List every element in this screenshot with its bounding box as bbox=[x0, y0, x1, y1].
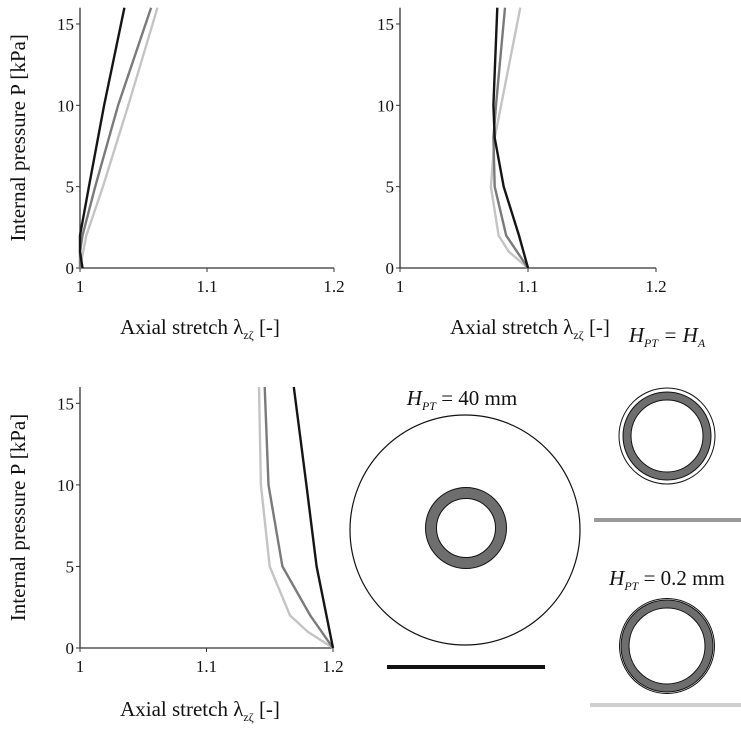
x-axis-label-part: zζ bbox=[243, 710, 253, 724]
x-tick-label: 1.1 bbox=[196, 657, 217, 676]
diagram-label: HPT = 40 mm bbox=[406, 386, 517, 413]
diagram-label-part: = H bbox=[658, 323, 700, 347]
x-tick-label: 1.2 bbox=[323, 277, 344, 296]
curve bbox=[78, 7, 159, 269]
curve bbox=[292, 386, 335, 649]
curve bbox=[263, 386, 334, 649]
curve bbox=[492, 7, 530, 269]
y-tick-label: 0 bbox=[66, 259, 75, 278]
diagram-large bbox=[349, 414, 581, 669]
x-axis-label-part: [-] bbox=[254, 697, 280, 721]
y-axis-label: Internal pressure P [kPa] bbox=[6, 414, 30, 621]
y-axis-label: Internal pressure P [kPa] bbox=[6, 34, 30, 241]
x-axis-label-part: Axial stretch λ bbox=[120, 697, 244, 721]
diagram-thin bbox=[590, 598, 741, 707]
diagram-label-part: H bbox=[406, 386, 424, 410]
y-tick-label: 10 bbox=[377, 96, 394, 115]
x-tick-label: 1 bbox=[396, 277, 405, 296]
diagram-label-part: PT bbox=[421, 399, 437, 413]
x-axis-label: Axial stretch λzζ [-] bbox=[120, 697, 280, 724]
chart: 0 5 10 15 1 1.1 1.2 Axial stretch λzζ [-] bbox=[377, 7, 667, 342]
x-axis-label-part: Axial stretch λ bbox=[120, 315, 244, 339]
y-tick-label: 5 bbox=[66, 557, 75, 576]
diagram-label-part: = 40 mm bbox=[436, 386, 517, 410]
diagram-label: HPT = HA bbox=[628, 323, 706, 350]
curve bbox=[492, 7, 529, 269]
x-axis-label-part: [-] bbox=[584, 315, 610, 339]
y-tick-label: 0 bbox=[66, 639, 75, 658]
x-tick-label: 1 bbox=[76, 277, 85, 296]
x-axis-label-part: zζ bbox=[243, 328, 253, 342]
diagram-label-part: PT bbox=[643, 336, 659, 350]
y-tick-label: 0 bbox=[386, 259, 395, 278]
chart: 0 5 10 15 1 1.1 1.2 Axial stretch λzζ [-] Intern… bbox=[6, 386, 344, 724]
diagram-label-part: = 0.2 mm bbox=[638, 566, 725, 590]
x-tick-label: 1 bbox=[76, 657, 85, 676]
y-tick-label: 10 bbox=[57, 96, 74, 115]
curve bbox=[78, 7, 126, 269]
diagram-label-part: PT bbox=[623, 579, 639, 593]
x-tick-label: 1.2 bbox=[322, 657, 343, 676]
y-tick-label: 5 bbox=[66, 178, 75, 197]
curve bbox=[489, 7, 529, 269]
y-tick-label: 15 bbox=[57, 15, 74, 34]
diagram-label-part: H bbox=[628, 323, 646, 347]
diagram-label-part: A bbox=[697, 336, 706, 350]
y-tick-label: 15 bbox=[377, 15, 394, 34]
x-axis-label: Axial stretch λzζ [-] bbox=[450, 315, 610, 342]
chart: 0 5 10 15 1 1.1 1.2 Axial stretch λzζ [-] Intern… bbox=[6, 7, 345, 342]
diagram-ha bbox=[594, 387, 741, 522]
x-axis-label-part: zζ bbox=[573, 328, 583, 342]
diagram-label-part: H bbox=[608, 566, 626, 590]
y-tick-label: 5 bbox=[386, 178, 395, 197]
x-axis-label-part: [-] bbox=[254, 315, 280, 339]
x-tick-label: 1.1 bbox=[517, 277, 538, 296]
curve bbox=[257, 386, 334, 650]
y-tick-label: 15 bbox=[57, 394, 74, 413]
x-tick-label: 1.2 bbox=[645, 277, 666, 296]
x-axis-label-part: Axial stretch λ bbox=[450, 315, 574, 339]
x-axis-label: Axial stretch λzζ [-] bbox=[120, 315, 280, 342]
diagram-label: HPT = 0.2 mm bbox=[608, 566, 725, 593]
x-tick-label: 1.1 bbox=[196, 277, 217, 296]
y-tick-label: 10 bbox=[57, 476, 74, 495]
